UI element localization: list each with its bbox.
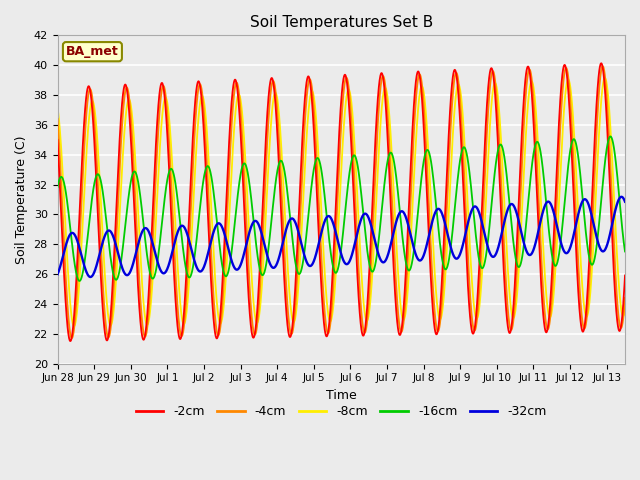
Legend: -2cm, -4cm, -8cm, -16cm, -32cm: -2cm, -4cm, -8cm, -16cm, -32cm [131, 400, 552, 423]
Y-axis label: Soil Temperature (C): Soil Temperature (C) [15, 135, 28, 264]
X-axis label: Time: Time [326, 389, 356, 402]
Title: Soil Temperatures Set B: Soil Temperatures Set B [250, 15, 433, 30]
Text: BA_met: BA_met [66, 45, 119, 58]
